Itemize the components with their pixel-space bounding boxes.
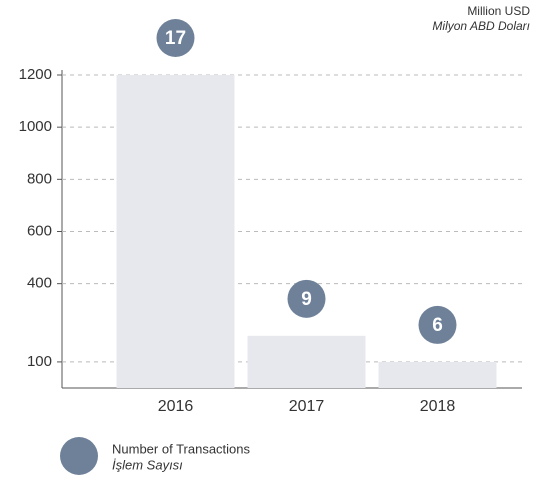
- x-tick-label: 2018: [420, 398, 456, 415]
- transaction-bubble: [287, 279, 326, 318]
- transaction-label: 17: [165, 28, 186, 49]
- y-tick-label: 1200: [19, 66, 52, 83]
- bar: [247, 335, 366, 388]
- transaction-bubble: [156, 19, 195, 57]
- transaction-bubble: [418, 305, 457, 344]
- transaction-label: 6: [432, 315, 443, 336]
- y-tick-label: 100: [27, 353, 52, 370]
- x-tick-label: 2016: [158, 398, 194, 415]
- bar: [378, 361, 497, 388]
- y-tick-label: 400: [27, 275, 52, 292]
- y-tick-label: 1000: [19, 118, 52, 135]
- x-tick-label: 2017: [289, 398, 325, 415]
- y-tick-label: 600: [27, 222, 52, 239]
- unit-label: Million USD: [467, 4, 530, 18]
- legend-swatch: [60, 437, 98, 475]
- legend-label-tr: İşlem Sayısı: [112, 457, 183, 472]
- unit-label-tr: Milyon ABD Doları: [432, 19, 530, 33]
- transaction-label: 9: [301, 289, 312, 310]
- bar: [116, 75, 235, 388]
- legend-label: Number of Transactions: [112, 441, 251, 456]
- y-tick-label: 800: [27, 170, 52, 187]
